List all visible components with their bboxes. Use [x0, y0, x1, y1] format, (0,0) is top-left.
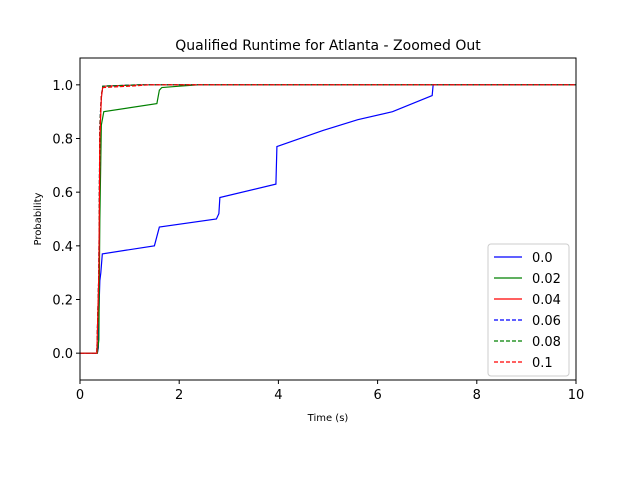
y-tick-label: 1.0	[52, 79, 73, 94]
y-axis-label: Probability	[33, 192, 44, 245]
legend-label: 0.1	[532, 356, 553, 371]
series-line-0.02	[80, 84, 576, 354]
y-tick-label: 0.8	[52, 133, 73, 148]
axis-ticks: 0 2 4 6 8 10 0.0 0.2 0.4 0.6 0.8 1.0	[52, 79, 584, 403]
legend-label: 0.06	[532, 314, 561, 329]
x-tick-label: 4	[274, 388, 282, 403]
legend-label: 0.04	[532, 293, 561, 308]
legend-label: 0.02	[532, 272, 561, 287]
series-line-0.1	[80, 84, 576, 354]
x-tick-label: 8	[473, 388, 481, 403]
plot-area	[80, 84, 576, 354]
y-tick-label: 0.4	[52, 240, 73, 255]
legend-box	[487, 243, 570, 377]
x-axis-label: Time (s)	[307, 413, 349, 424]
y-tick-label: 0.2	[52, 294, 73, 309]
x-tick-label: 0	[76, 388, 84, 403]
legend-label: 0.0	[532, 251, 553, 266]
axes-frame	[79, 57, 577, 381]
chart-title: Qualified Runtime for Atlanta - Zoomed O…	[175, 38, 481, 54]
legend-label: 0.08	[532, 335, 561, 350]
x-tick-label: 6	[373, 388, 381, 403]
legend: 0.0 0.02 0.04 0.06 0.08 0.1	[487, 243, 570, 377]
y-tick-label: 0.0	[52, 347, 73, 362]
y-tick-label: 0.6	[52, 186, 73, 201]
x-tick-label: 10	[568, 388, 585, 403]
x-tick-label: 2	[175, 388, 183, 403]
